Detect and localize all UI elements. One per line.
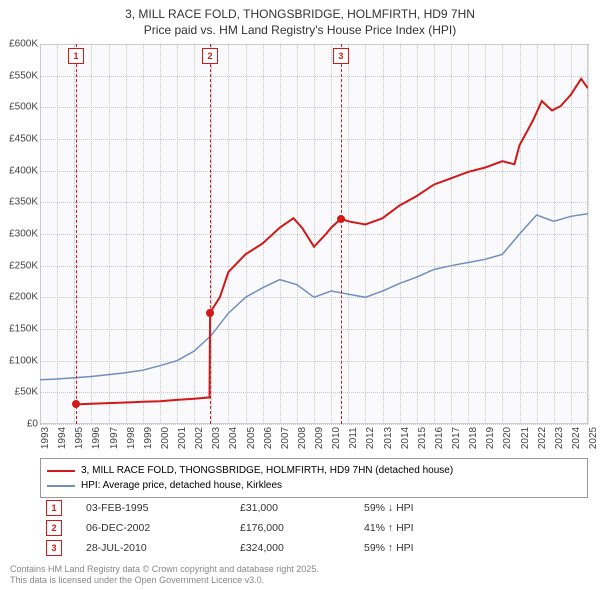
event-date: 28-JUL-2010 — [86, 542, 216, 554]
x-tick-label: 2020 — [502, 427, 513, 449]
y-tick-label: £500K — [9, 102, 40, 113]
x-tick-label: 2014 — [400, 427, 411, 449]
x-tick-label: 2009 — [314, 427, 325, 449]
x-tick-label: 1993 — [40, 427, 51, 449]
x-tick-label: 2011 — [348, 427, 359, 449]
event-marker-cell: 1 — [46, 500, 62, 516]
gridline-x — [588, 44, 589, 424]
x-tick-label: 2024 — [571, 427, 582, 449]
series-hpi — [40, 214, 588, 380]
y-tick-label: £550K — [9, 70, 40, 81]
legend-swatch-price — [47, 470, 75, 472]
chart-title: 3, MILL RACE FOLD, THONGSBRIDGE, HOLMFIR… — [0, 0, 600, 38]
x-tick-label: 2021 — [520, 427, 531, 449]
legend: 3, MILL RACE FOLD, THONGSBRIDGE, HOLMFIR… — [40, 458, 588, 498]
event-date: 06-DEC-2002 — [86, 522, 216, 534]
attribution-line2: This data is licensed under the Open Gov… — [10, 575, 319, 586]
series-price-paid — [76, 79, 588, 405]
x-tick-label: 2015 — [417, 427, 428, 449]
legend-item-price: 3, MILL RACE FOLD, THONGSBRIDGE, HOLMFIR… — [47, 463, 581, 478]
legend-label-price: 3, MILL RACE FOLD, THONGSBRIDGE, HOLMFIR… — [81, 463, 453, 478]
legend-item-hpi: HPI: Average price, detached house, Kirk… — [47, 478, 581, 493]
x-tick-label: 2017 — [451, 427, 462, 449]
event-line — [76, 44, 77, 424]
y-tick-label: £350K — [9, 197, 40, 208]
legend-swatch-hpi — [47, 485, 75, 487]
x-tick-label: 1999 — [143, 427, 154, 449]
x-tick-label: 2004 — [228, 427, 239, 449]
x-tick-label: 1995 — [74, 427, 85, 449]
y-tick-label: £100K — [9, 355, 40, 366]
x-tick-label: 2025 — [588, 427, 599, 449]
x-tick-label: 2001 — [177, 427, 188, 449]
x-tick-label: 1998 — [126, 427, 137, 449]
event-marker-cell: 3 — [46, 540, 62, 556]
x-tick-label: 2008 — [297, 427, 308, 449]
x-tick-label: 2022 — [537, 427, 548, 449]
event-marker-cell: 2 — [46, 520, 62, 536]
event-date: 03-FEB-1995 — [86, 502, 216, 514]
x-tick-label: 1997 — [109, 427, 120, 449]
y-tick-label: £250K — [9, 260, 40, 271]
event-marker: 2 — [202, 48, 218, 64]
event-price: £176,000 — [240, 522, 340, 534]
event-line — [210, 44, 211, 424]
x-tick-label: 1996 — [91, 427, 102, 449]
x-tick-label: 1994 — [57, 427, 68, 449]
x-tick-label: 2000 — [160, 427, 171, 449]
x-tick-label: 2023 — [554, 427, 565, 449]
event-row: 3 28-JUL-2010 £324,000 59% ↑ HPI — [40, 538, 588, 558]
event-dot — [337, 215, 345, 223]
x-tick-label: 2003 — [211, 427, 222, 449]
x-tick-label: 2018 — [468, 427, 479, 449]
event-marker: 3 — [333, 48, 349, 64]
title-line2: Price paid vs. HM Land Registry's House … — [0, 22, 600, 38]
y-tick-label: £200K — [9, 292, 40, 303]
plot-svg — [40, 44, 588, 424]
event-line — [341, 44, 342, 424]
y-tick-label: £300K — [9, 229, 40, 240]
event-dot — [72, 400, 80, 408]
y-tick-label: £50K — [15, 387, 40, 398]
legend-label-hpi: HPI: Average price, detached house, Kirk… — [81, 478, 282, 493]
title-line1: 3, MILL RACE FOLD, THONGSBRIDGE, HOLMFIR… — [0, 6, 600, 22]
event-dot — [206, 309, 214, 317]
x-tick-label: 2019 — [485, 427, 496, 449]
gridline-y — [40, 424, 588, 425]
event-row: 1 03-FEB-1995 £31,000 59% ↓ HPI — [40, 498, 588, 518]
x-tick-label: 2005 — [246, 427, 257, 449]
event-marker: 1 — [68, 48, 84, 64]
plot-area: £0£50K£100K£150K£200K£250K£300K£350K£400… — [40, 44, 588, 424]
x-tick-label: 2007 — [280, 427, 291, 449]
event-row: 2 06-DEC-2002 £176,000 41% ↑ HPI — [40, 518, 588, 538]
y-tick-label: £400K — [9, 165, 40, 176]
event-diff: 41% ↑ HPI — [364, 522, 484, 534]
attribution-line1: Contains HM Land Registry data © Crown c… — [10, 564, 319, 575]
y-tick-label: £450K — [9, 134, 40, 145]
event-diff: 59% ↑ HPI — [364, 542, 484, 554]
events-table: 1 03-FEB-1995 £31,000 59% ↓ HPI 2 06-DEC-2002… — [40, 498, 588, 558]
y-tick-label: £600K — [9, 39, 40, 50]
y-tick-label: £150K — [9, 324, 40, 335]
x-tick-label: 2016 — [434, 427, 445, 449]
attribution: Contains HM Land Registry data © Crown c… — [10, 564, 319, 587]
event-price: £31,000 — [240, 502, 340, 514]
event-diff: 59% ↓ HPI — [364, 502, 484, 514]
chart-container: 3, MILL RACE FOLD, THONGSBRIDGE, HOLMFIR… — [0, 0, 600, 590]
x-tick-label: 2002 — [194, 427, 205, 449]
x-tick-label: 2013 — [383, 427, 394, 449]
event-price: £324,000 — [240, 542, 340, 554]
y-tick-label: £0 — [27, 419, 40, 430]
x-tick-label: 2012 — [365, 427, 376, 449]
x-tick-label: 2006 — [263, 427, 274, 449]
x-tick-label: 2010 — [331, 427, 342, 449]
